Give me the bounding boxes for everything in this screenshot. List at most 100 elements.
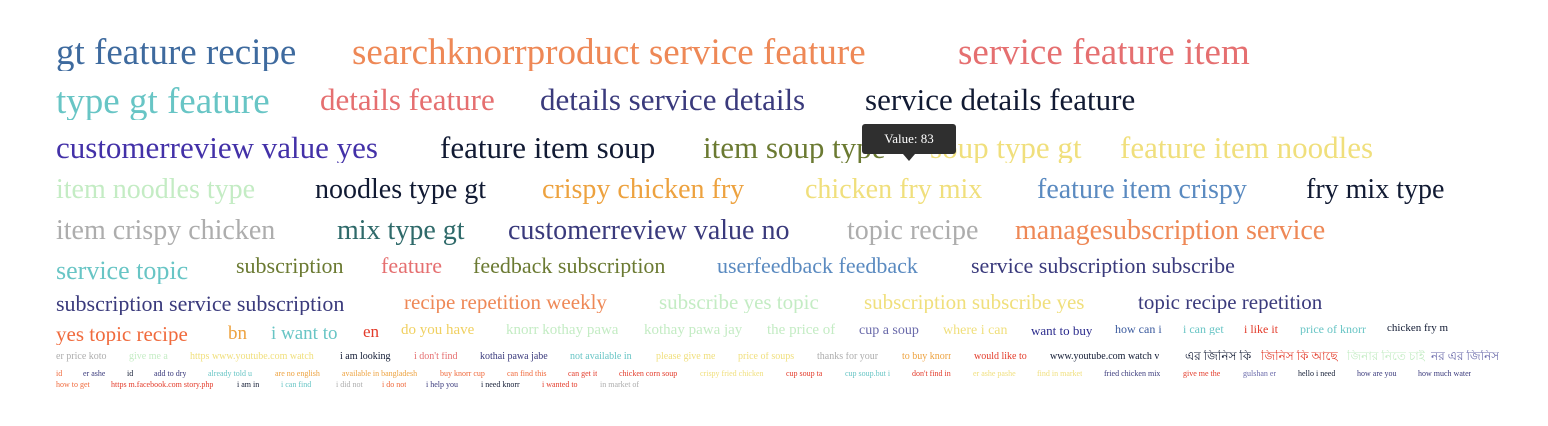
cloud-word[interactable]: i am in [237,381,260,389]
cloud-word[interactable]: service topic [56,258,189,284]
cloud-word[interactable]: er price koto [56,352,107,362]
cloud-word[interactable]: service details feature [865,84,1136,115]
cloud-word[interactable]: hello i need [1298,370,1336,378]
cloud-word[interactable]: topic recipe [847,217,979,245]
cloud-word[interactable]: please give me [656,352,716,362]
cloud-word[interactable]: feature item soup [440,132,656,163]
cloud-word[interactable]: er ashe pashe [973,370,1016,378]
cloud-word[interactable]: cup soup.but i [845,370,891,378]
cloud-word[interactable]: don't find in [912,370,951,378]
cloud-word[interactable]: জিনার নিতে চাই [1347,350,1426,362]
cloud-word[interactable]: noodles type gt [315,176,487,204]
cloud-word[interactable]: can find this [507,370,547,378]
cloud-word[interactable]: price of soups [738,352,795,362]
cloud-word[interactable]: searchknorrproduct service feature [352,34,866,71]
cloud-word[interactable]: cup a soup [859,324,919,338]
cloud-word[interactable]: i wanted to [542,381,578,389]
cloud-word[interactable]: feature item noodles [1120,132,1374,163]
cloud-word[interactable]: type gt feature [56,83,270,120]
cloud-word[interactable]: gt feature recipe [56,34,297,71]
cloud-word[interactable]: i am looking [340,352,391,362]
cloud-word[interactable]: kothai pawa jabe [480,352,548,362]
cloud-word[interactable]: i did not [336,381,363,389]
cloud-word[interactable]: feature [381,255,443,277]
cloud-word[interactable]: i help you [426,381,458,389]
cloud-word[interactable]: service feature item [958,34,1250,71]
cloud-word[interactable]: thanks for your [817,352,879,362]
cloud-word[interactable]: userfeedback feedback [717,255,918,277]
cloud-word[interactable]: mix type gt [337,217,465,245]
cloud-word[interactable]: i can get [1183,323,1224,335]
cloud-word[interactable]: item noodles type [56,176,256,204]
cloud-word[interactable]: chicken fry mix [805,176,983,204]
cloud-word[interactable]: fry mix type [1306,176,1445,204]
cloud-word[interactable]: feature item crispy [1037,176,1247,204]
cloud-word[interactable]: er ashe [83,370,106,378]
cloud-word[interactable]: price of knorr [1300,323,1366,335]
cloud-word[interactable]: i don't find [414,352,458,362]
cloud-word[interactable]: https m.facebook.com story.php [111,381,214,389]
cloud-word[interactable]: want to buy [1031,324,1093,337]
cloud-word[interactable]: service subscription subscribe [971,255,1235,277]
cloud-word[interactable]: how are you [1357,370,1397,378]
cloud-word[interactable]: to buy knorr [902,352,952,362]
cloud-word[interactable]: in market of [600,381,640,389]
cloud-word[interactable]: নর এর জিনিস [1431,350,1500,362]
cloud-word[interactable]: crispy chicken fry [542,176,745,204]
cloud-word[interactable]: how much water [1418,370,1472,378]
cloud-word[interactable]: cup soup ta [786,370,823,378]
cloud-word[interactable]: how to get [56,381,90,389]
cloud-word[interactable]: customerreview value no [508,217,790,245]
cloud-word[interactable]: subscription subscribe yes [864,292,1085,313]
cloud-word[interactable]: feedback subscription [473,255,666,277]
cloud-word[interactable]: id [56,370,63,378]
cloud-word[interactable]: www.youtube.com watch v [1050,352,1160,362]
value-tooltip: Value: 83 [862,124,956,161]
cloud-word[interactable]: give me the [1183,370,1221,378]
cloud-word[interactable]: এর জিনিস কি [1185,350,1252,362]
cloud-word[interactable]: are no english [275,370,320,378]
cloud-word[interactable]: gulshan er [1243,370,1277,378]
cloud-word[interactable]: available in bangladesh [342,370,418,378]
cloud-word[interactable]: subscription service subscription [56,293,345,315]
cloud-word[interactable]: would like to [974,352,1027,362]
cloud-word[interactable]: chicken corn soup [619,370,678,378]
cloud-word[interactable]: crispy fried chicken [700,370,764,378]
cloud-word[interactable]: find in market [1037,370,1083,378]
cloud-word[interactable]: chicken fry m [1387,323,1449,334]
cloud-word[interactable]: i do not [382,381,407,389]
cloud-word[interactable]: add to dry [154,370,187,378]
cloud-word[interactable]: subscribe yes topic [659,292,819,313]
cloud-word[interactable]: customerreview value yes [56,132,378,163]
cloud-word[interactable]: জিনিস কি আছে [1261,350,1338,362]
cloud-word[interactable]: not available in [570,352,632,362]
cloud-word[interactable]: do you have [401,323,475,338]
cloud-word[interactable]: knorr kothay pawa [506,323,619,338]
cloud-word[interactable]: how can i [1115,323,1162,335]
cloud-word[interactable]: details service details [540,84,806,115]
cloud-word[interactable]: recipe repetition weekly [404,292,607,313]
cloud-word[interactable]: bn [228,324,247,343]
cloud-word[interactable]: where i can [943,324,1008,338]
cloud-word[interactable]: subscription [236,255,344,277]
cloud-word[interactable]: the price of [767,323,836,338]
cloud-word[interactable]: i can find [281,381,312,389]
cloud-word[interactable]: details feature [320,84,495,115]
cloud-word[interactable]: buy knorr cup [440,370,485,378]
cloud-word[interactable]: already told u [208,370,252,378]
cloud-word[interactable]: yes topic recipe [56,324,188,345]
cloud-word[interactable]: give me a [129,352,168,362]
cloud-word[interactable]: item crispy chicken [56,217,276,245]
cloud-word[interactable]: item soup type [703,132,886,163]
cloud-word[interactable]: en [363,323,380,340]
cloud-word[interactable]: i like it [1244,323,1278,335]
cloud-word[interactable]: i want to [271,324,338,343]
cloud-word[interactable]: i need knorr [481,381,520,389]
cloud-word[interactable]: id [127,370,134,378]
cloud-word[interactable]: https www.youtube.com watch [190,352,314,362]
cloud-word[interactable]: managesubscription service [1015,217,1326,245]
cloud-word[interactable]: kothay pawa jay [644,323,743,338]
cloud-word[interactable]: topic recipe repetition [1138,292,1323,313]
cloud-word[interactable]: fried chicken mix [1104,370,1161,378]
cloud-word[interactable]: can get it [568,370,598,378]
